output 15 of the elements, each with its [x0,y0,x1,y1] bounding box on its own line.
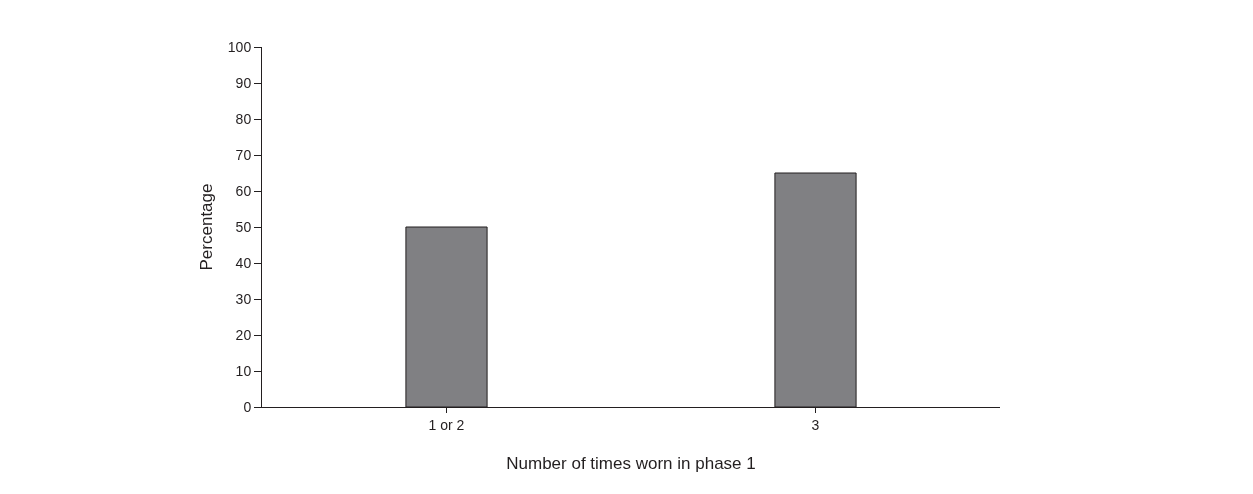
x-tick-label: 1 or 2 [428,416,465,433]
y-tick-label: 0 [243,398,252,415]
y-tick-label: 100 [227,38,252,55]
y-tick-label: 90 [235,74,252,91]
y-tick-label: 40 [235,254,252,271]
y-tick-label: 30 [235,290,252,307]
y-tick-label: 70 [235,146,252,163]
x-axis-title: Number of times worn in phase 1 [506,454,756,474]
y-tick-label: 10 [235,362,252,379]
y-axis-title: Percentage [197,183,217,271]
y-tick-label: 60 [235,182,252,199]
x-tick-label: 3 [811,416,820,433]
y-tick-label: 80 [235,110,252,127]
y-tick-label: 50 [235,218,252,235]
y-tick-label: 20 [235,326,252,343]
